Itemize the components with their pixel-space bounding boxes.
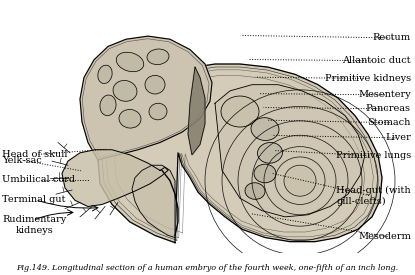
Ellipse shape <box>116 52 144 72</box>
Text: Stomach: Stomach <box>367 118 411 127</box>
Polygon shape <box>62 150 168 207</box>
Ellipse shape <box>147 49 169 65</box>
Polygon shape <box>80 36 212 160</box>
Text: Head of skull: Head of skull <box>2 150 68 159</box>
Text: Rudimentary
kidneys: Rudimentary kidneys <box>2 216 66 235</box>
Ellipse shape <box>221 96 259 127</box>
Ellipse shape <box>98 65 112 84</box>
Text: Yelk-sac: Yelk-sac <box>2 156 42 165</box>
Ellipse shape <box>100 95 116 116</box>
Ellipse shape <box>254 164 276 183</box>
Text: Rectum: Rectum <box>373 34 411 42</box>
Text: Liver: Liver <box>385 133 411 142</box>
Text: Umbilical cord: Umbilical cord <box>2 175 75 184</box>
Polygon shape <box>215 85 365 217</box>
Text: Allantoic duct: Allantoic duct <box>342 56 411 65</box>
Text: Mesoderm: Mesoderm <box>358 232 411 241</box>
Ellipse shape <box>113 81 137 101</box>
Text: Head-gut (with
gill-clefts): Head-gut (with gill-clefts) <box>336 186 411 206</box>
Polygon shape <box>98 64 382 243</box>
Text: Mesentery: Mesentery <box>358 90 411 99</box>
Ellipse shape <box>258 142 283 163</box>
Polygon shape <box>188 67 205 155</box>
Polygon shape <box>132 165 175 238</box>
Ellipse shape <box>251 118 279 141</box>
Ellipse shape <box>149 103 167 120</box>
Ellipse shape <box>245 183 265 199</box>
Text: Pancreas: Pancreas <box>366 104 411 113</box>
Text: Fig.149. Longitudinal section of a human embryo of the fourth week, one-fifth of: Fig.149. Longitudinal section of a human… <box>17 264 398 272</box>
Text: Primitive kidneys: Primitive kidneys <box>325 74 411 83</box>
Text: Terminal gut: Terminal gut <box>2 195 66 204</box>
Ellipse shape <box>119 109 141 128</box>
Text: Primitive lungs: Primitive lungs <box>336 151 411 160</box>
Ellipse shape <box>286 168 314 194</box>
Ellipse shape <box>145 75 165 94</box>
